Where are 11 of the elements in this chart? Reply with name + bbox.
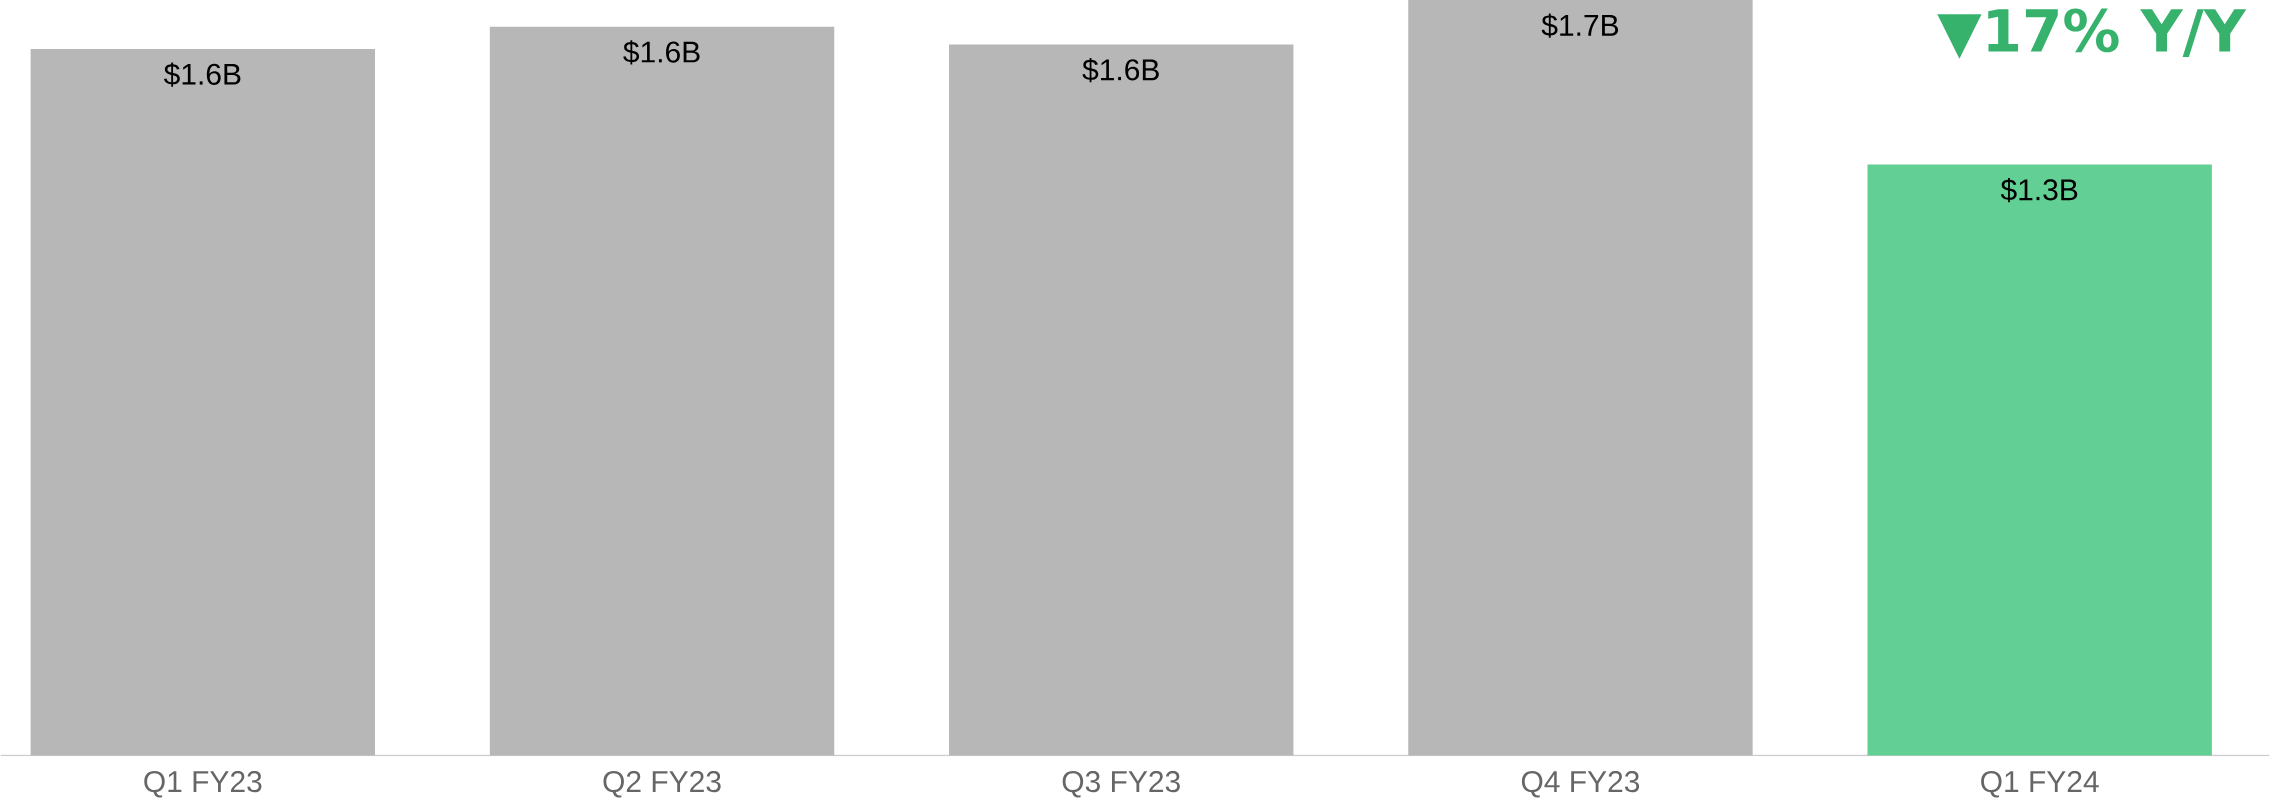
data-label: $1.7B (1541, 13, 1619, 38)
x-tick-label: Q3 FY23 (1062, 771, 1180, 798)
annotation: ▼17% Y/Y (1937, 8, 2247, 59)
data-label: $1.6B (1082, 57, 1159, 83)
data-label: $1.6B (623, 40, 700, 65)
data-label: $1.3B (2000, 177, 2078, 203)
x-tick-label: Q1 FY23 (144, 771, 262, 798)
x-tick-label: Q1 FY24 (1981, 771, 2099, 798)
x-tick-label: Q2 FY23 (603, 771, 721, 798)
data-label: $1.6B (163, 62, 241, 87)
x-tick-label: Q4 FY23 (1521, 771, 1640, 798)
